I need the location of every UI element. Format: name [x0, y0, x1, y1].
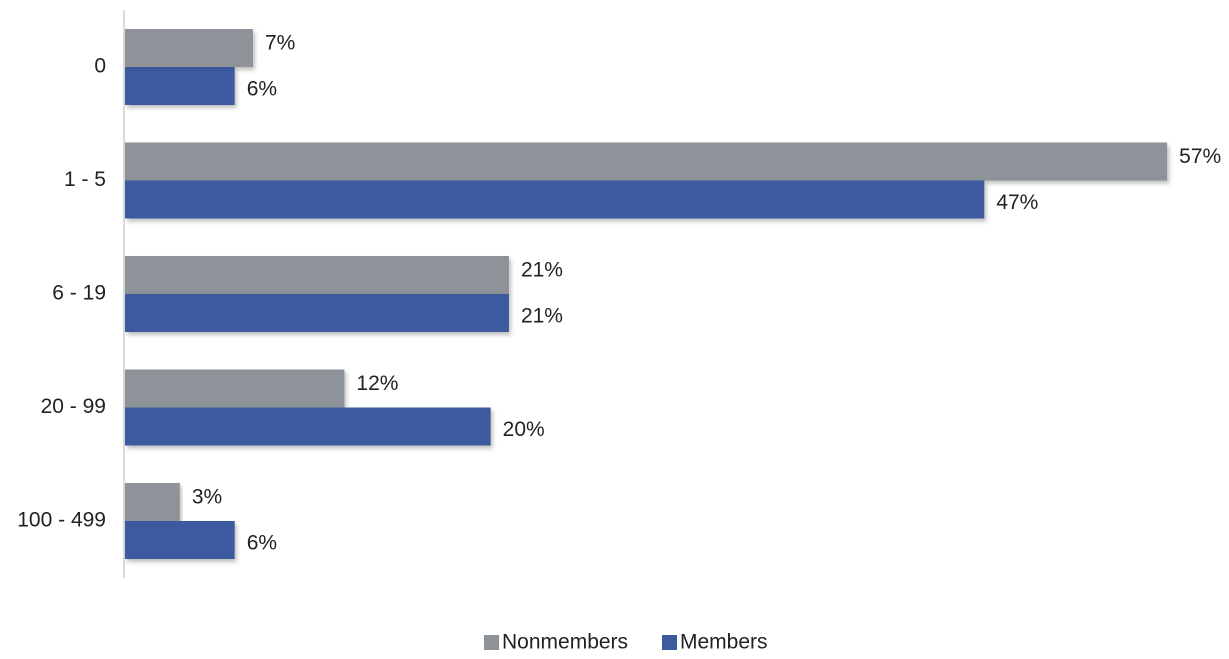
- y-tick-label: 1 - 5: [64, 168, 106, 191]
- bar: [125, 369, 345, 408]
- value-label: 21%: [521, 305, 563, 328]
- bar: [125, 67, 235, 105]
- legend-swatch: [484, 635, 499, 650]
- y-tick-label: 100 - 499: [17, 509, 106, 532]
- bar: [125, 142, 1168, 181]
- value-label: 57%: [1179, 145, 1221, 168]
- bar: [125, 29, 253, 67]
- bar: [125, 483, 180, 521]
- value-label: 21%: [521, 259, 563, 282]
- value-label: 3%: [192, 486, 222, 509]
- legend-swatch: [662, 635, 677, 650]
- bar: [125, 294, 509, 332]
- bar: [125, 180, 985, 219]
- value-label: 6%: [247, 78, 277, 101]
- bar: [125, 521, 235, 559]
- value-label: 20%: [503, 418, 545, 441]
- value-label: 12%: [356, 372, 398, 395]
- bar: [125, 407, 491, 446]
- legend-label: Members: [680, 631, 768, 654]
- y-tick-label: 6 - 19: [52, 282, 106, 305]
- value-label: 7%: [265, 32, 295, 55]
- bar: [125, 256, 509, 294]
- legend-label: Nonmembers: [502, 631, 628, 654]
- value-label: 6%: [247, 532, 277, 555]
- value-label: 47%: [996, 191, 1038, 214]
- y-tick-label: 0: [94, 55, 106, 78]
- y-tick-label: 20 - 99: [41, 395, 106, 418]
